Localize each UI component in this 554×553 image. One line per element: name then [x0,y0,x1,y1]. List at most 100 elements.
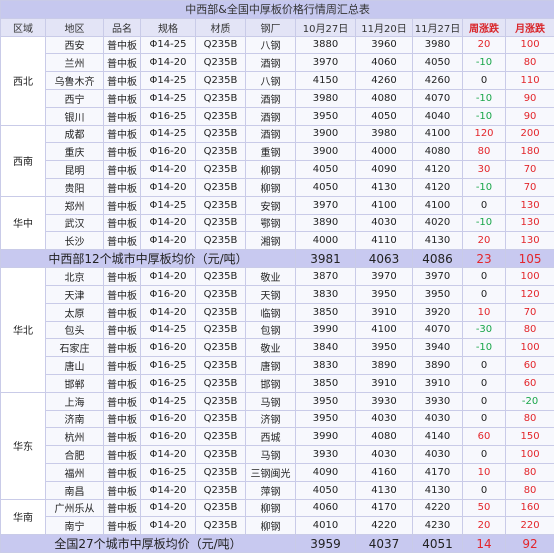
cell: 10 [463,463,506,481]
average-value: 4063 [356,250,413,268]
cell: 4130 [413,481,463,499]
cell: 3940 [413,339,463,357]
cell: 酒钢 [246,54,296,72]
cell: 3950 [356,339,413,357]
average-value: 4051 [413,535,463,553]
cell: 4040 [413,107,463,125]
cell: Q235B [196,392,246,410]
cell: 3980 [413,36,463,54]
cell: 包钢 [246,321,296,339]
cell: 普中板 [104,517,141,535]
cell: 普中板 [104,36,141,54]
cell: 4070 [413,89,463,107]
cell: 普中板 [104,446,141,464]
cell: 太原 [46,303,104,321]
cell: 0 [463,72,506,90]
cell: 4130 [413,232,463,250]
cell: Q235B [196,89,246,107]
cell: 60 [463,428,506,446]
cell: 80 [506,481,554,499]
cell: Q235B [196,463,246,481]
cell: Q235B [196,428,246,446]
cell: Q235B [196,196,246,214]
average-value: 4086 [413,250,463,268]
cell: 3990 [296,321,356,339]
cell: 80 [506,321,554,339]
title-row: 中西部&全国中厚板价格行情周汇总表 [1,1,554,19]
cell: Φ16-20 [141,339,196,357]
cell: 3950 [296,107,356,125]
header-cell: 钢厂 [246,18,296,36]
cell: 3890 [296,214,356,232]
cell: 乌鲁木齐 [46,72,104,90]
cell: 柳钢 [246,161,296,179]
cell: -10 [463,214,506,232]
cell: 杭州 [46,428,104,446]
cell: 酒钢 [246,89,296,107]
cell: 上海 [46,392,104,410]
cell: Φ16-20 [141,428,196,446]
cell: 北京 [46,268,104,286]
cell: 普中板 [104,481,141,499]
average-value: 4037 [356,535,413,553]
cell: Q235B [196,285,246,303]
cell: 3840 [296,339,356,357]
cell: 武汉 [46,214,104,232]
cell: 普中板 [104,72,141,90]
average-value: 23 [463,250,506,268]
cell: 普中板 [104,321,141,339]
cell: 130 [506,196,554,214]
cell: 普中板 [104,357,141,375]
cell: 普中板 [104,125,141,143]
cell: Φ14-20 [141,178,196,196]
cell: 4010 [296,517,356,535]
cell: -10 [463,339,506,357]
region-cell: 西北 [1,36,46,125]
cell: 3930 [296,446,356,464]
cell: 4090 [296,463,356,481]
cell: 160 [506,499,554,517]
header-cell: 月涨跌 [506,18,554,36]
cell: 成都 [46,125,104,143]
cell: Φ16-25 [141,463,196,481]
cell: 3910 [413,374,463,392]
cell: 济南 [46,410,104,428]
cell: 昆明 [46,161,104,179]
cell: 普中板 [104,285,141,303]
cell: -30 [463,321,506,339]
cell: 3970 [356,268,413,286]
cell: 4130 [356,481,413,499]
table-title: 中西部&全国中厚板价格行情周汇总表 [1,1,554,19]
cell: 180 [506,143,554,161]
header-cell: 区域 [1,18,46,36]
header-cell: 地区 [46,18,104,36]
cell: 3980 [356,125,413,143]
cell: 马钢 [246,446,296,464]
cell: 萍钢 [246,481,296,499]
cell: 3920 [413,303,463,321]
cell: 4110 [356,232,413,250]
cell: 八钢 [246,72,296,90]
cell: 3830 [296,285,356,303]
cell: 4120 [413,161,463,179]
cell: 普中板 [104,339,141,357]
average-value: 14 [463,535,506,553]
cell: 3970 [296,54,356,72]
cell: Φ14-20 [141,161,196,179]
cell: 普中板 [104,196,141,214]
cell: 广州乐从 [46,499,104,517]
